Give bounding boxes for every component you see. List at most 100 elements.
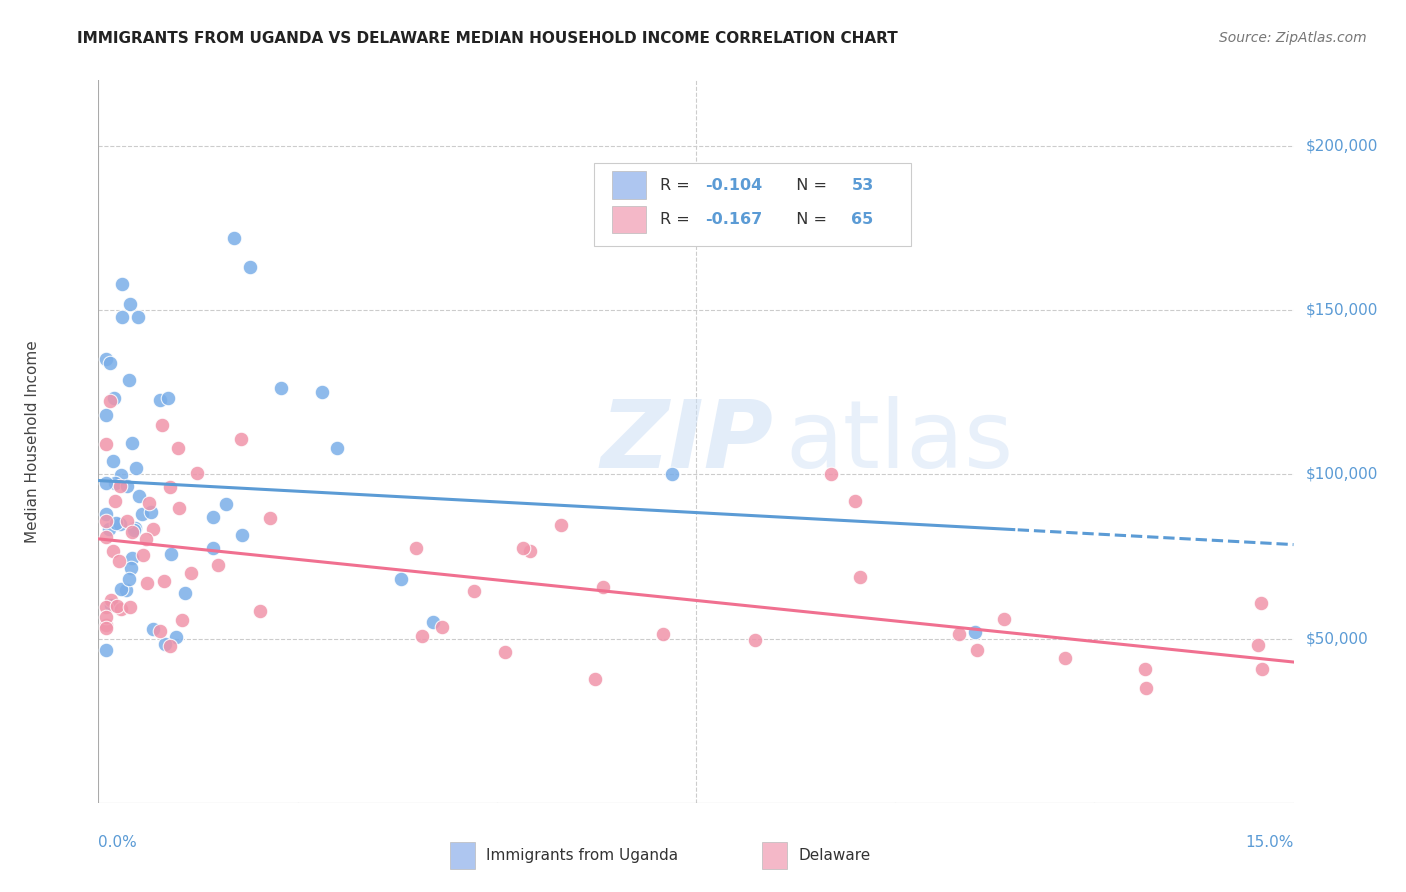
Point	[96, 508, 118, 522]
Text: -0.104: -0.104	[706, 178, 763, 193]
Point	[820, 467, 842, 482]
Point	[121, 550, 143, 565]
Point	[1053, 651, 1076, 665]
Text: -0.167: -0.167	[706, 212, 763, 227]
Point	[222, 231, 245, 245]
Point	[389, 573, 412, 587]
Point	[174, 586, 197, 600]
Point	[104, 493, 127, 508]
Point	[149, 624, 172, 639]
Point	[131, 507, 153, 521]
Point	[98, 522, 121, 536]
Text: Median Household Income: Median Household Income	[25, 340, 41, 543]
Text: $150,000: $150,000	[1306, 302, 1378, 318]
Point	[96, 408, 118, 422]
Point	[550, 518, 572, 533]
Point	[153, 637, 176, 651]
Point	[326, 441, 349, 455]
Point	[110, 582, 132, 596]
Point	[311, 385, 333, 400]
Point	[270, 381, 292, 395]
Point	[103, 454, 125, 468]
Point	[128, 489, 150, 503]
Text: Delaware: Delaware	[799, 848, 870, 863]
Point	[120, 560, 142, 574]
Point	[207, 558, 229, 572]
Point	[124, 520, 146, 534]
Point	[96, 621, 118, 635]
Text: N =: N =	[786, 212, 832, 227]
Point	[153, 574, 176, 589]
Point	[165, 631, 187, 645]
Point	[142, 622, 165, 636]
Point	[186, 466, 208, 480]
Text: atlas: atlas	[786, 395, 1014, 488]
Text: $50,000: $50,000	[1306, 632, 1368, 646]
Point	[98, 356, 121, 370]
Text: $100,000: $100,000	[1306, 467, 1378, 482]
FancyBboxPatch shape	[613, 171, 645, 199]
Point	[96, 600, 118, 615]
Point	[229, 432, 252, 446]
Point	[167, 500, 190, 515]
Point	[849, 570, 872, 584]
Point	[463, 584, 485, 599]
Point	[108, 554, 131, 568]
Point	[120, 296, 142, 310]
Point	[963, 625, 986, 640]
Point	[136, 576, 159, 591]
Point	[215, 497, 238, 511]
Point	[110, 601, 132, 615]
Point	[170, 613, 193, 627]
Point	[512, 541, 534, 555]
Point	[104, 475, 127, 490]
Point	[592, 580, 614, 594]
Text: R =: R =	[661, 212, 695, 227]
Point	[966, 642, 988, 657]
Point	[159, 548, 181, 562]
Point	[259, 510, 281, 524]
Point	[519, 543, 541, 558]
Point	[96, 643, 118, 657]
Point	[180, 566, 202, 580]
Point	[100, 592, 122, 607]
Point	[661, 467, 683, 482]
Point	[150, 418, 173, 433]
Point	[411, 629, 433, 643]
Point	[844, 493, 866, 508]
Point	[115, 479, 138, 493]
Point	[121, 435, 143, 450]
Point	[100, 599, 122, 613]
Point	[167, 441, 190, 455]
Point	[1133, 662, 1156, 676]
Point	[1247, 638, 1270, 652]
Point	[98, 394, 121, 409]
Point	[239, 260, 262, 275]
Point	[138, 496, 160, 510]
Point	[111, 277, 134, 291]
Point	[1250, 596, 1272, 610]
Point	[422, 615, 444, 630]
Point	[108, 517, 131, 532]
Text: IMMIGRANTS FROM UGANDA VS DELAWARE MEDIAN HOUSEHOLD INCOME CORRELATION CHART: IMMIGRANTS FROM UGANDA VS DELAWARE MEDIA…	[77, 31, 898, 46]
Point	[96, 352, 118, 367]
Point	[118, 572, 141, 586]
Point	[1135, 681, 1157, 695]
Point	[202, 541, 225, 555]
Text: Source: ZipAtlas.com: Source: ZipAtlas.com	[1219, 31, 1367, 45]
Point	[159, 479, 181, 493]
Point	[405, 541, 427, 556]
FancyBboxPatch shape	[613, 206, 645, 234]
Point	[135, 532, 157, 546]
Point	[103, 391, 125, 405]
Point	[96, 618, 118, 632]
Point	[127, 310, 149, 324]
Point	[583, 672, 606, 686]
Text: N =: N =	[786, 178, 832, 193]
Text: 0.0%: 0.0%	[98, 835, 138, 850]
Point	[157, 391, 180, 405]
Text: R =: R =	[661, 178, 695, 193]
Point	[96, 476, 118, 491]
Point	[159, 639, 181, 653]
Point	[117, 514, 139, 528]
